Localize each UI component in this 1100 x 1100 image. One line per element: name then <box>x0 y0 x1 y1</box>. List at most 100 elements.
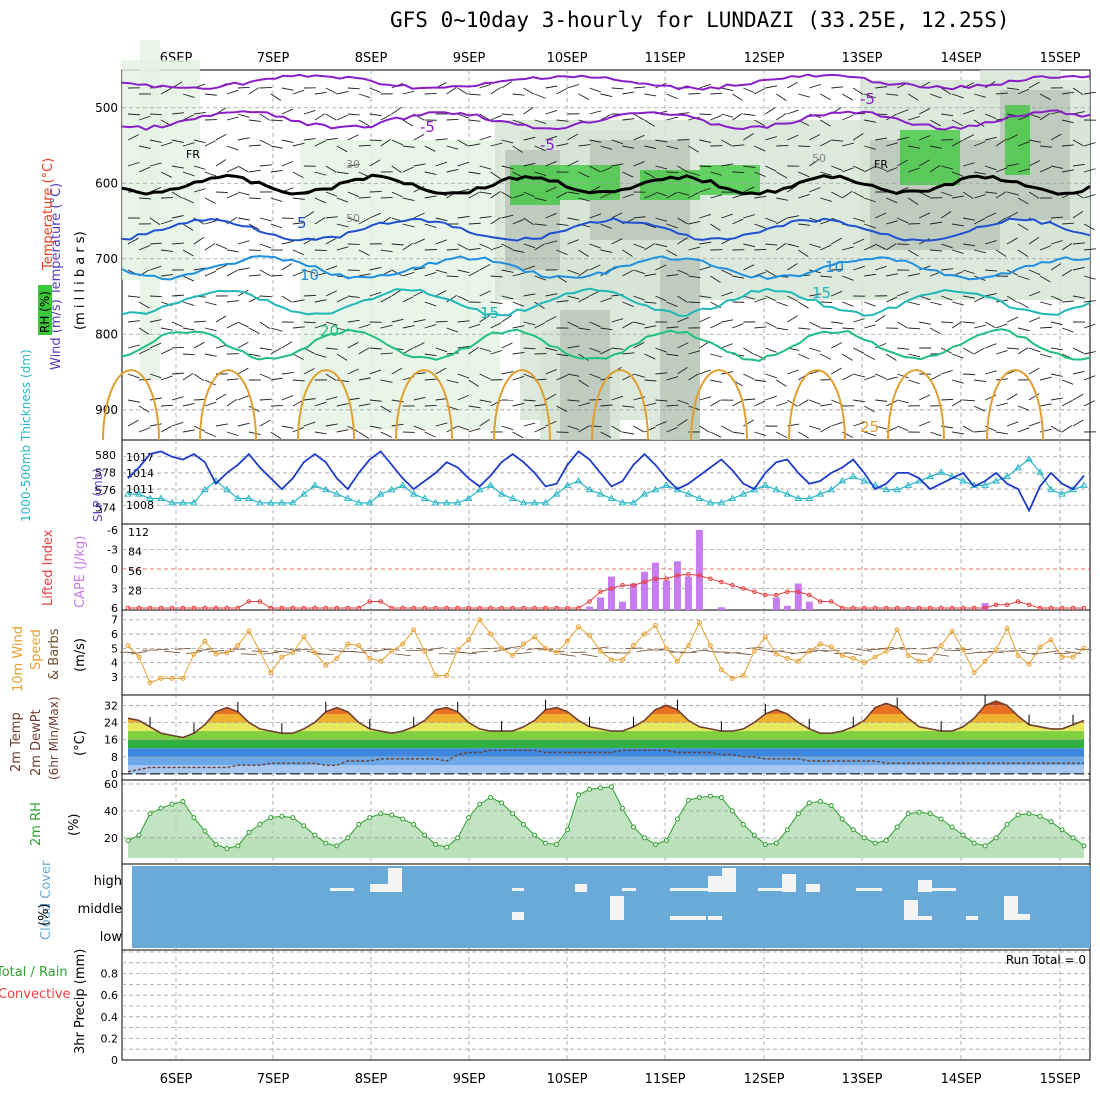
wind-barb <box>512 325 525 329</box>
thickness-point <box>607 494 616 501</box>
wind-barb <box>578 249 589 257</box>
wind-barb <box>798 171 810 178</box>
wind-barb <box>424 353 437 357</box>
rh-point <box>894 824 900 830</box>
cape-bar <box>662 580 670 610</box>
wind-barb <box>1017 275 1030 280</box>
wind-barb <box>424 195 437 199</box>
wind-barb <box>995 349 1008 355</box>
wind-barb <box>666 353 679 357</box>
wind-barb <box>534 171 547 176</box>
wind-speed-point <box>279 654 285 660</box>
wind-barb <box>1007 87 1020 90</box>
wind-barb <box>1017 327 1030 332</box>
wind-barb <box>193 320 206 323</box>
wind-barb <box>644 379 657 382</box>
rh-point <box>169 801 175 807</box>
wind-barb <box>567 345 580 349</box>
precip-tick-label: 0.8 <box>101 968 119 981</box>
wind-barb <box>556 249 568 256</box>
wind-barb <box>402 296 414 303</box>
wind-barb <box>929 327 941 335</box>
wind-barb <box>1017 249 1029 258</box>
wind-barb <box>842 167 854 173</box>
wind-barb <box>270 274 283 277</box>
thickness-point <box>288 498 297 506</box>
wind-barb <box>1061 379 1074 385</box>
thickness-point <box>728 494 737 501</box>
lifted-index-point <box>257 599 263 604</box>
thickness-point <box>223 485 231 493</box>
wind-barb <box>644 119 655 127</box>
wind-barb <box>545 85 558 89</box>
wind-barb <box>732 112 743 121</box>
thickness-point <box>893 485 902 493</box>
wind-barb <box>710 275 721 283</box>
wind-barb <box>1039 301 1052 306</box>
wind-barb <box>303 347 315 354</box>
wind-barb <box>1006 393 1018 401</box>
temp-band <box>128 756 1084 766</box>
wind-barb <box>743 133 754 141</box>
wind-barb <box>940 211 952 219</box>
lifted-tick-label: 3 <box>111 583 118 596</box>
wind-speed-point <box>685 642 691 648</box>
surface-wind-barb <box>944 649 961 651</box>
wind-barb <box>138 427 151 433</box>
wind-barb <box>1028 367 1040 375</box>
wind-barb <box>1028 269 1041 276</box>
wind-speed-point <box>993 647 999 653</box>
surface-wind-barb <box>625 647 642 650</box>
rh-point <box>367 815 373 821</box>
thickness-point <box>585 485 594 493</box>
contour-label: 10 <box>300 266 319 284</box>
thickness-point <box>442 498 451 506</box>
wind-barb <box>446 275 459 278</box>
millibars-axis-title: (m i l l i b a r s) <box>73 231 88 330</box>
bottom-day-label: 13SEP <box>842 1072 883 1087</box>
cloud-cover-box <box>1018 914 1030 920</box>
wind-speed-point <box>147 680 153 686</box>
wind-barb <box>237 422 250 427</box>
wind-barb <box>589 186 601 193</box>
wind-barb <box>1006 191 1019 196</box>
wind-barb <box>336 171 349 175</box>
wind-barb <box>523 136 536 141</box>
wind-barb <box>193 236 205 245</box>
thickness-point <box>310 481 319 488</box>
wind-barb <box>699 213 711 219</box>
wind-barb <box>918 191 931 198</box>
rh-point <box>883 838 889 844</box>
wind-barb <box>149 423 162 427</box>
wind-barb <box>1028 191 1040 199</box>
wind-barb <box>182 373 194 381</box>
surface-wind-barb <box>801 650 818 654</box>
wind-barb <box>402 223 415 228</box>
rh-point <box>861 835 867 841</box>
cloud-cover-box <box>918 916 932 920</box>
wind-barb <box>897 291 909 297</box>
lifted-index-point <box>411 605 417 611</box>
temp-contour-25 <box>591 368 649 441</box>
thickness-tick-label: 576 <box>95 484 116 497</box>
surface-wind-barb <box>1042 650 1060 654</box>
wind-barb <box>820 403 833 407</box>
wind-barb <box>501 371 514 375</box>
lifted-index-point <box>246 599 252 604</box>
wind-barb <box>1061 269 1073 277</box>
wind-barb <box>534 93 546 99</box>
wind-barb <box>127 113 141 116</box>
wind-barb <box>963 295 976 299</box>
wind-barb <box>666 116 679 121</box>
rh-area <box>128 786 1084 858</box>
wind-speed-point <box>136 654 142 660</box>
wind-barb <box>314 353 327 358</box>
rh-shading <box>140 40 160 380</box>
wind-barb <box>765 217 777 223</box>
wind-barb <box>479 243 491 250</box>
rh-point <box>334 843 340 849</box>
wind-barb <box>1028 421 1041 427</box>
lifted-index-point <box>213 605 219 611</box>
wind-barb <box>1017 141 1030 147</box>
